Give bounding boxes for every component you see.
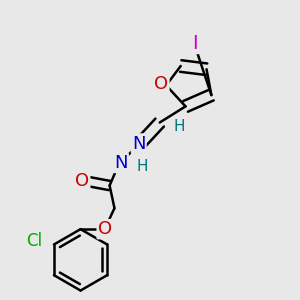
Text: I: I [192,34,198,53]
Text: O: O [75,172,89,190]
Text: N: N [114,154,128,172]
Text: H: H [136,159,148,174]
Text: Cl: Cl [26,232,43,250]
Text: H: H [173,119,185,134]
Text: O: O [154,75,168,93]
Text: O: O [98,220,112,238]
Text: N: N [132,134,146,152]
